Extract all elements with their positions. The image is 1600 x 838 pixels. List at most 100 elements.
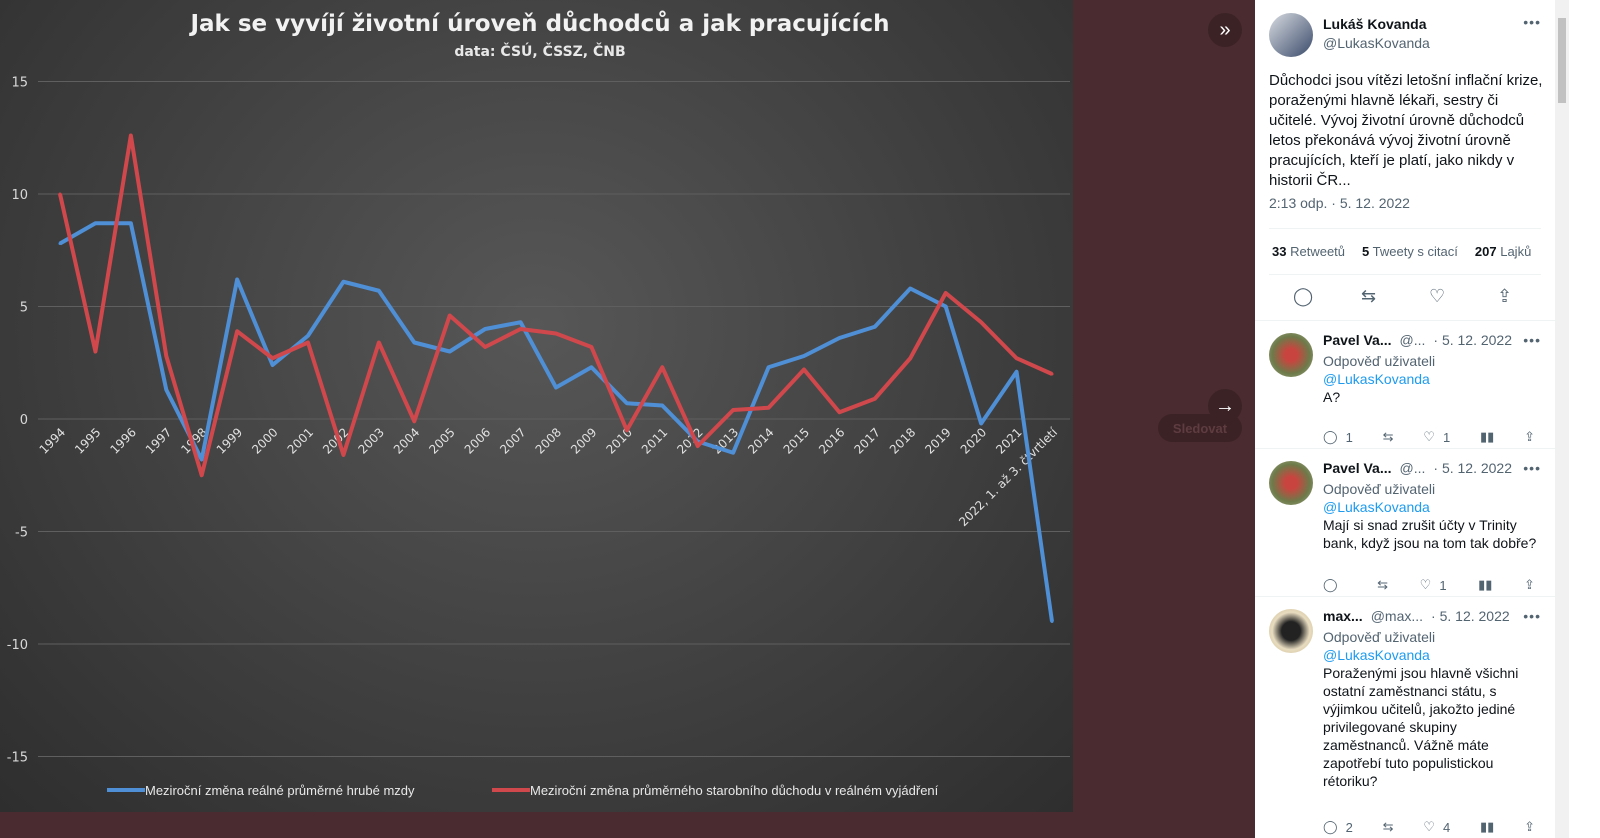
views-icon[interactable]: ▮▮ (1478, 577, 1493, 592)
scrollbar[interactable] (1555, 0, 1569, 838)
data-point (306, 334, 310, 338)
data-point (1050, 620, 1054, 623)
data-point (235, 329, 239, 333)
reply-icon[interactable]: ◯ (1293, 286, 1314, 306)
retweets-label: Retweetů (1290, 244, 1346, 259)
reply-tweet[interactable]: Pavel Va... @... · 5. 12. 2022 ••• Odpov… (1255, 320, 1555, 448)
share-icon[interactable]: ⇪ (1497, 286, 1513, 306)
x-tick-label: 2020 (958, 425, 989, 456)
reply-icon: ◯ (1323, 819, 1338, 834)
x-tick-label: 2010 (603, 425, 634, 456)
retweet-button[interactable]: ⇆ (1377, 577, 1388, 593)
more-options-icon[interactable]: ••• (1523, 332, 1541, 348)
data-point (731, 451, 735, 455)
legend-label: Meziroční změna průměrného starobního dů… (530, 783, 939, 798)
y-tick-label: -10 (7, 638, 28, 653)
data-point (908, 287, 912, 290)
data-point (625, 401, 629, 405)
views-icon[interactable]: ▮▮ (1479, 819, 1495, 834)
retweet-button[interactable]: ⇆ (1383, 429, 1394, 445)
reply-avatar[interactable] (1269, 333, 1313, 377)
share-icon[interactable]: ⇪ (1524, 577, 1535, 592)
reply-tweet[interactable]: Pavel Va... @... · 5. 12. 2022 ••• Odpov… (1255, 448, 1555, 596)
data-point (767, 365, 771, 369)
reply-button[interactable]: ◯ (1323, 577, 1346, 593)
retweet-button[interactable]: ⇆ (1383, 819, 1394, 835)
reply-to-label: Odpověď uživateli (1323, 353, 1436, 369)
y-tick-label: 15 (11, 76, 28, 91)
data-point (1050, 372, 1054, 376)
x-tick-label: 2019 (922, 425, 953, 456)
quotes-stat[interactable]: 5 Tweety s citací (1362, 244, 1458, 259)
reply-author-name[interactable]: max... (1323, 608, 1363, 624)
data-point (58, 242, 62, 245)
reply-date[interactable]: · 5. 12. 2022 (1433, 460, 1513, 476)
reply-author-handle[interactable]: @... (1399, 332, 1426, 348)
reply-date[interactable]: · 5. 12. 2022 (1433, 332, 1513, 348)
reply-author-name[interactable]: Pavel Va... (1323, 460, 1392, 476)
data-point (519, 320, 523, 324)
reply-author-handle[interactable]: @... (1399, 460, 1426, 476)
more-options-icon[interactable]: ••• (1523, 14, 1541, 30)
reply-to-mention[interactable]: @LukasKovanda (1323, 499, 1430, 515)
reply-button[interactable]: ◯ 1 (1323, 429, 1353, 445)
retweet-icon[interactable]: ⇆ (1361, 286, 1377, 306)
x-tick-label: 2011 (639, 425, 670, 456)
like-button[interactable]: ♡ 1 (1420, 577, 1447, 593)
x-tick-label: 2008 (533, 425, 564, 456)
reply-avatar[interactable] (1269, 609, 1313, 653)
data-point (837, 410, 841, 414)
data-point (377, 289, 381, 293)
author-avatar[interactable] (1269, 13, 1313, 57)
author-name[interactable]: Lukáš Kovanda (1323, 16, 1427, 32)
reply-date[interactable]: · 5. 12. 2022 (1431, 608, 1510, 624)
reply-to-mention[interactable]: @LukasKovanda (1323, 647, 1430, 663)
retweets-stat[interactable]: 33 Retweetů (1272, 244, 1345, 259)
data-point (448, 314, 452, 317)
more-options-icon[interactable]: ••• (1523, 608, 1541, 624)
x-tick-label: 1997 (143, 425, 174, 456)
reply-tweet[interactable]: max... @max... · 5. 12. 2022 ••• Odpověď… (1255, 596, 1555, 838)
reply-to-label: Odpověď uživateli (1323, 481, 1436, 497)
data-point (412, 341, 416, 344)
quotes-count: 5 (1362, 244, 1370, 259)
collapse-panel-button[interactable]: » (1208, 13, 1242, 47)
data-point (377, 341, 381, 344)
y-tick-label: 10 (11, 188, 28, 203)
data-point (589, 345, 593, 349)
like-button[interactable]: ♡ 4 (1423, 819, 1450, 835)
data-point (802, 368, 806, 371)
reply-to-mention[interactable]: @LukasKovanda (1323, 371, 1430, 387)
data-point (589, 365, 593, 369)
views-icon[interactable]: ▮▮ (1479, 429, 1495, 444)
legend-label: Meziroční změna reálné průměrné hrubé mz… (145, 783, 415, 798)
data-point (1015, 370, 1019, 374)
like-icon[interactable]: ♡ (1429, 286, 1446, 306)
retweet-icon: ⇆ (1382, 429, 1394, 444)
data-point (129, 221, 133, 225)
reply-avatar[interactable] (1269, 461, 1313, 505)
reply-author-handle[interactable]: @max... (1370, 608, 1424, 624)
more-options-icon[interactable]: ••• (1523, 460, 1541, 476)
scrollbar-thumb[interactable] (1558, 18, 1566, 103)
share-icon[interactable]: ⇪ (1524, 819, 1535, 834)
reply-icon: ◯ (1323, 429, 1338, 444)
likes-stat[interactable]: 207 Lajků (1475, 244, 1531, 259)
x-tick-label: 2021 (993, 425, 1024, 456)
data-point (660, 404, 664, 407)
data-point (200, 473, 204, 477)
tweet-timestamp[interactable]: 2:13 odp. · 5. 12. 2022 (1269, 195, 1410, 211)
reply-author-name[interactable]: Pavel Va... (1323, 332, 1392, 348)
data-point (625, 428, 629, 432)
author-handle[interactable]: @LukasKovanda (1323, 35, 1430, 51)
like-button[interactable]: ♡ 1 (1423, 429, 1450, 445)
data-point (944, 291, 948, 295)
x-tick-label: 1999 (214, 425, 245, 456)
reply-icon: ◯ (1323, 577, 1338, 592)
share-icon[interactable]: ⇪ (1524, 429, 1535, 444)
next-image-button[interactable]: → (1208, 389, 1242, 423)
chart-image: 15 10 5 0 -5 -10 -15 1994 1995 1996 1997 1998 1999 20… (0, 0, 1073, 812)
reply-button[interactable]: ◯ 2 (1323, 819, 1353, 835)
x-tick-label: 2006 (462, 425, 493, 456)
x-tick-label: 2015 (781, 425, 812, 456)
